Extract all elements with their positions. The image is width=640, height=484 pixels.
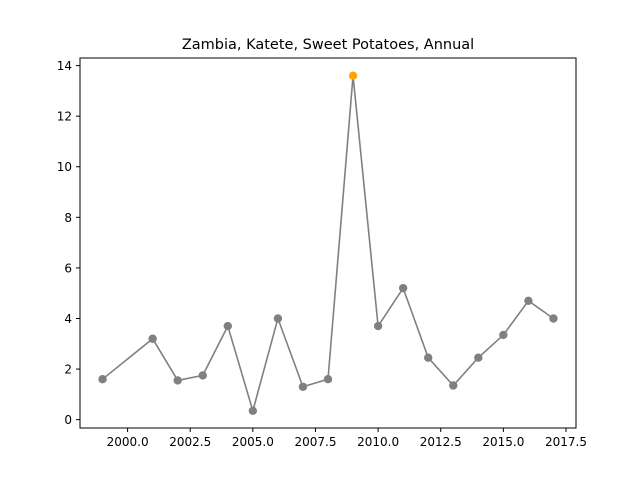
y-tick-label: 2	[64, 363, 72, 377]
y-axis: 0 2 4 6 8 10 12 14	[57, 59, 80, 427]
series-line	[102, 74, 554, 412]
y-tick-label: 10	[57, 160, 72, 174]
chart-title: Zambia, Katete, Sweet Potatoes, Annual	[182, 37, 474, 53]
data-point	[173, 376, 182, 385]
y-tick-label: 6	[64, 261, 72, 275]
data-point	[323, 374, 333, 384]
data-point	[398, 283, 408, 293]
data-point	[499, 330, 508, 340]
data-point	[524, 296, 533, 305]
data-point	[248, 406, 258, 415]
data-point	[449, 381, 458, 390]
data-point	[148, 334, 157, 343]
plot-layer	[98, 71, 558, 415]
y-tick-label: 12	[57, 110, 72, 124]
data-point	[474, 353, 483, 362]
x-tick-label: 2015.0	[482, 435, 524, 449]
x-tick-label: 2017.5	[545, 435, 587, 449]
y-tick-label: 0	[64, 413, 72, 427]
x-tick-label: 2005.0	[232, 435, 274, 449]
data-point	[373, 321, 383, 331]
data-point	[273, 314, 283, 323]
y-tick-label: 4	[64, 312, 72, 326]
x-tick-label: 2012.5	[420, 435, 462, 449]
x-tick-label: 2000.0	[107, 435, 149, 449]
x-tick-label: 2007.5	[294, 435, 336, 449]
y-tick-label: 14	[57, 59, 72, 73]
x-tick-label: 2010.0	[357, 435, 399, 449]
data-point	[223, 321, 232, 331]
data-point	[424, 353, 433, 362]
highlight-point	[348, 71, 358, 80]
x-axis: 2000.0 2002.5 2005.0 2007.5 2010.0 2012.5 2015…	[107, 428, 587, 449]
data-point	[98, 374, 107, 384]
x-tick-label: 2002.5	[169, 435, 211, 449]
y-tick-label: 8	[64, 211, 72, 225]
data-point	[298, 382, 308, 391]
data-point	[549, 314, 558, 323]
data-point	[198, 371, 207, 380]
plot-frame	[79, 57, 577, 429]
